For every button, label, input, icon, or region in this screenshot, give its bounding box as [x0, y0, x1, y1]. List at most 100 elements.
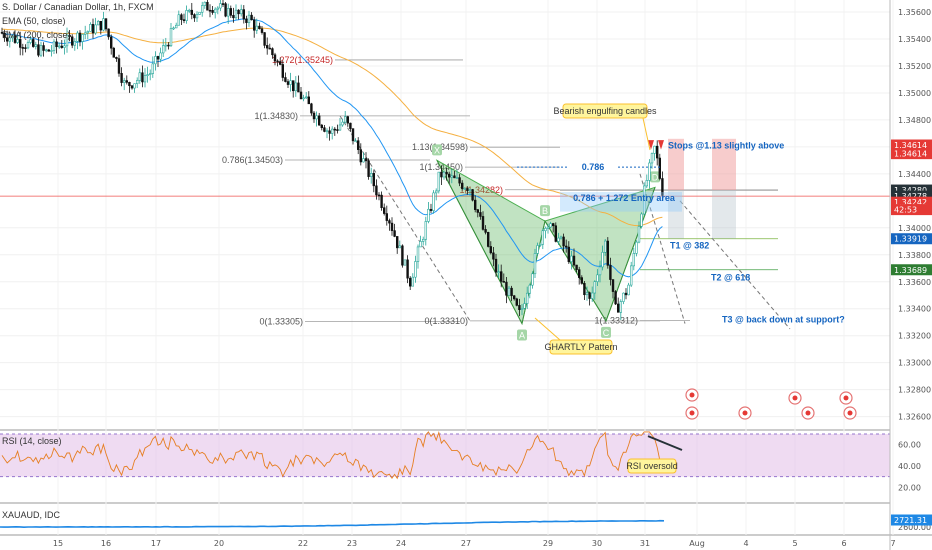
ema-50-path [1, 18, 663, 278]
price-badge-label: 1.34614 [894, 150, 927, 159]
candle-body [570, 255, 573, 262]
candle-body [544, 228, 547, 232]
candle-body [518, 305, 521, 310]
stops-label: Stops @1.13 slightly above [668, 141, 784, 151]
bearish-engulfing-callout-text: Bearish engulfing candles [553, 106, 657, 116]
bearish-arrow [648, 140, 654, 150]
fib-retracements: 1.272(1.35245)1(1.34830)0.786(1.34503)1.… [0, 55, 890, 330]
candle-body [149, 73, 152, 75]
candle-body [216, 7, 219, 10]
trend-line-dashed [339, 115, 471, 322]
candle-body [133, 83, 136, 89]
candle-body [208, 9, 212, 12]
candle-body [284, 77, 287, 82]
time-tick-label: 29 [543, 539, 553, 548]
candle-body [442, 171, 446, 178]
candle-body [533, 253, 537, 275]
time-tick-label: 30 [592, 539, 602, 548]
fib-label: 0(1.33310) [424, 316, 468, 326]
pattern-point-a: A [517, 329, 527, 341]
candle-body [471, 189, 474, 201]
candle-body [8, 37, 11, 42]
candle-body [453, 175, 456, 179]
candle-body [479, 212, 482, 217]
candle-body [330, 128, 334, 134]
candle-body [640, 213, 643, 227]
candle-body [188, 9, 191, 12]
ema200-legend[interactable]: EMA (200, close) [2, 30, 71, 40]
pattern-point-b: B [540, 205, 550, 217]
candle-body [429, 208, 433, 211]
bearish-engulfing-callout: Bearish engulfing candles [553, 103, 657, 119]
candle-body [253, 19, 256, 31]
candle-body [291, 80, 295, 92]
candle-body [531, 273, 534, 286]
candle-body [427, 208, 430, 222]
projection-line-dashed [639, 173, 686, 324]
price-badge-label: 1.34280 [894, 186, 927, 195]
candle-body [562, 236, 565, 247]
xau-badge-label: 2721.31 [894, 516, 927, 525]
candle-body [590, 292, 594, 299]
event-flag-dot [805, 410, 811, 416]
candle-body [440, 171, 443, 178]
candle-body [497, 271, 500, 273]
price-tick-label: 1.32800 [898, 386, 931, 395]
rsi-legend[interactable]: RSI (14, close) [2, 436, 62, 446]
candle-body [359, 149, 362, 163]
candle-body [0, 31, 4, 34]
candle-body [432, 192, 435, 211]
candle-body [593, 281, 597, 294]
candle-body [91, 24, 95, 34]
time-tick-label: 15 [53, 539, 63, 548]
price-badge-box [891, 184, 932, 196]
candle-body [424, 221, 427, 240]
candle-body [627, 284, 630, 296]
candle-body [84, 32, 87, 35]
candle-body [455, 177, 459, 179]
candle-body [445, 171, 448, 175]
price-badge-label: 1.33689 [894, 266, 927, 275]
t2-label: T2 @ 618 [711, 273, 750, 283]
candle-body [325, 130, 329, 133]
candle-body [390, 222, 394, 231]
candle-body [240, 9, 243, 15]
candle-body [551, 223, 555, 227]
candlesticks [0, 0, 664, 321]
price-badge-label: 42:53 [894, 206, 917, 215]
candle-body [211, 10, 214, 13]
candle-body [523, 303, 526, 309]
candle-body [55, 41, 58, 48]
candle-body [175, 24, 178, 29]
candle-body [515, 298, 519, 306]
time-tick-label: 24 [396, 539, 406, 548]
pattern-callout-box [549, 339, 613, 355]
event-flag-dot [792, 395, 798, 401]
candle-body [65, 34, 69, 47]
candle-body [143, 75, 147, 83]
candle-body [63, 45, 66, 48]
candle-body [525, 292, 529, 304]
candle-body [635, 241, 638, 254]
candle-body [356, 140, 360, 150]
candle-body [182, 19, 186, 21]
candle-body [81, 34, 84, 42]
candle-body [614, 291, 617, 305]
ema-200-path [2, 27, 663, 227]
ema50-legend[interactable]: EMA (50, close) [2, 16, 66, 26]
pattern-point-label: X [434, 145, 440, 155]
entry-zone [560, 192, 682, 212]
candle-body [450, 175, 453, 178]
price-badge-box [891, 139, 932, 151]
candle-body [401, 245, 404, 266]
candle-body [307, 96, 310, 105]
candle-body [645, 180, 649, 187]
symbol-title[interactable]: S. Dollar / Canadian Dollar, 1h, FXCM [2, 2, 154, 12]
candle-body [661, 178, 664, 196]
xauaud-legend[interactable]: XAUAUD, IDC [2, 510, 61, 520]
time-tick-label: 27 [461, 539, 471, 548]
time-tick-label: 7 [890, 539, 895, 548]
candle-body [167, 44, 170, 47]
candle-body [629, 265, 633, 286]
